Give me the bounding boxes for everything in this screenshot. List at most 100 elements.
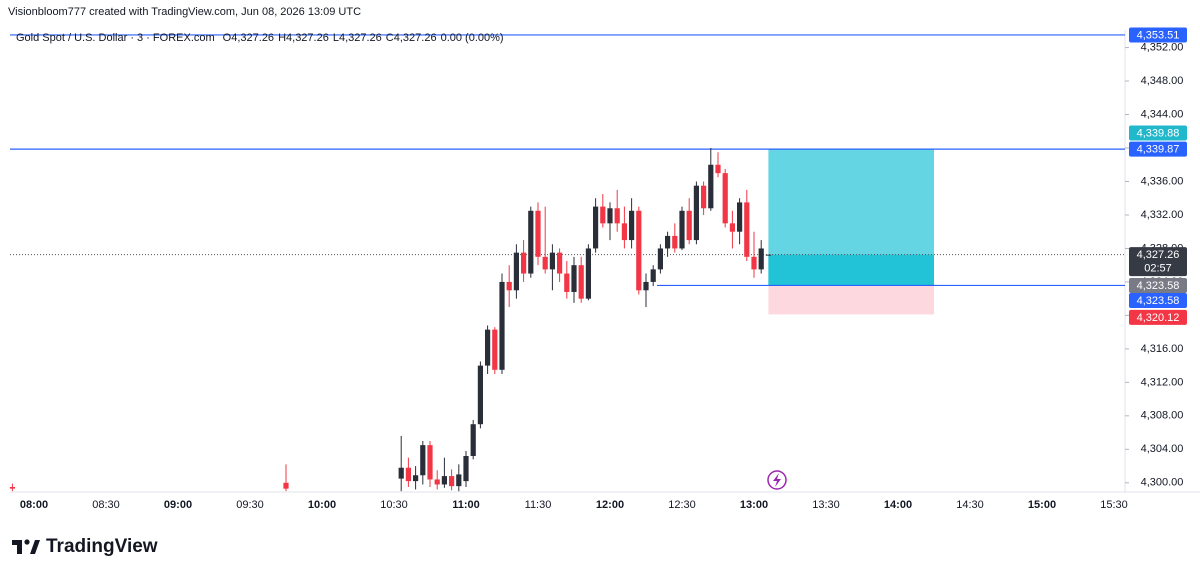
x-tick-label: 15:30 — [1100, 499, 1128, 511]
candle-body — [708, 164, 714, 209]
stop-label-bg — [1129, 309, 1187, 325]
x-tick-label: 09:30 — [236, 499, 264, 511]
logo[interactable]: TradingView — [12, 536, 158, 557]
candle-body — [521, 252, 527, 274]
x-tick-label: 08:00 — [20, 499, 48, 511]
legend-key: O — [222, 32, 232, 44]
candle-body — [434, 479, 440, 485]
candle-body — [463, 456, 469, 482]
candle-body — [621, 223, 627, 241]
candle-body — [643, 281, 649, 291]
candle-body — [765, 254, 771, 256]
x-tick-label: 10:30 — [380, 499, 408, 511]
logo-text[interactable]: TradingView — [46, 536, 158, 557]
candle-body — [715, 164, 721, 174]
candle-body — [485, 329, 491, 366]
y-tick-label: 4,304.00 — [1141, 443, 1184, 455]
legend-value: 4,327.26 — [286, 32, 329, 44]
loss-zone — [768, 285, 934, 315]
legend-value: 4,327.26 — [338, 32, 382, 44]
candle-body — [535, 210, 541, 257]
y-tick-label: 4,300.00 — [1141, 477, 1184, 489]
target-label: 4,339.88 — [1137, 127, 1180, 139]
y-tick-label: 4,336.00 — [1141, 175, 1184, 187]
candle-body — [600, 206, 606, 224]
candle-body — [557, 252, 563, 274]
candle-body — [470, 424, 476, 457]
candle-body — [492, 329, 498, 370]
candle-body — [420, 445, 426, 476]
countdown: 02:57 — [1144, 263, 1172, 275]
candle-body — [672, 235, 678, 249]
candle-body — [701, 185, 707, 209]
candle-body — [636, 210, 642, 291]
event-circle[interactable] — [767, 470, 787, 490]
y-tick-label: 4,332.00 — [1141, 209, 1184, 221]
candle-body — [686, 210, 692, 241]
candle-body — [477, 365, 483, 425]
x-tick-label: 11:30 — [525, 499, 552, 511]
line-label: 4,339.87 — [1137, 144, 1180, 156]
stop-label: 4,320.12 — [1137, 312, 1180, 324]
candle-body — [693, 185, 699, 241]
x-tick-label: 13:00 — [740, 499, 768, 511]
candle-body — [456, 474, 462, 487]
event-icon[interactable] — [767, 470, 787, 490]
candle-body — [751, 256, 757, 270]
candle-body — [571, 265, 577, 292]
logo-mark[interactable] — [30, 540, 40, 554]
candle-body — [405, 467, 411, 482]
event-bolt[interactable] — [773, 473, 781, 487]
line-label-bg — [1129, 27, 1187, 43]
target-label-bg — [1129, 125, 1187, 141]
y-tick-label: 4,316.00 — [1141, 343, 1184, 355]
candle-body — [564, 273, 570, 292]
current-price-label: 4,327.26 — [1137, 249, 1180, 261]
x-tick-label: 14:30 — [956, 499, 984, 511]
x-tick-label: 08:30 — [92, 499, 120, 511]
legend-value: 4,327.26 — [231, 32, 275, 44]
x-tick-label: 13:30 — [812, 499, 840, 511]
legend-value: 0.00 (0.00%) — [440, 32, 504, 44]
candle-body — [9, 486, 15, 489]
candle-body — [506, 281, 512, 291]
legend-key: L — [332, 32, 339, 44]
y-tick-label: 4,344.00 — [1141, 108, 1184, 120]
candle-body — [449, 476, 455, 487]
y-tick-label: 4,348.00 — [1141, 75, 1184, 87]
line-label: 4,323.58 — [1137, 295, 1180, 307]
legend-value: 4,327.26 — [393, 32, 437, 44]
candle-body — [657, 248, 663, 270]
candle-body — [614, 208, 620, 224]
current-price-bg — [1129, 247, 1187, 277]
x-tick-label: 14:00 — [884, 499, 912, 511]
candle-body — [542, 256, 548, 270]
x-tick-label: 12:30 — [668, 499, 696, 511]
open-profit — [768, 254, 934, 286]
logo-mark[interactable] — [12, 540, 22, 554]
time-axis-bg — [0, 493, 1200, 523]
candle-body — [593, 206, 599, 249]
legend-key: H — [278, 32, 287, 44]
x-tick-label: 10:00 — [308, 499, 336, 511]
candle-body — [413, 475, 419, 482]
y-tick-label: 4,308.00 — [1141, 410, 1184, 422]
candle-body — [737, 202, 743, 232]
candle-body — [758, 248, 764, 270]
candle-body — [513, 252, 519, 291]
x-tick-label: 12:00 — [596, 499, 624, 511]
candle-body — [427, 445, 433, 480]
candle-body — [729, 223, 735, 232]
line-label: 4,353.51 — [1137, 29, 1180, 41]
candle-body — [528, 210, 534, 274]
candle-body — [679, 210, 685, 249]
candle-body — [549, 252, 555, 270]
symbol: Gold Spot / U.S. Dollar · 3 · FOREX.com — [16, 32, 215, 44]
y-tick-label: 4,352.00 — [1141, 41, 1184, 53]
logo-dot[interactable] — [24, 539, 30, 545]
entry-label: 4,323.58 — [1137, 280, 1180, 292]
candle-body — [722, 173, 728, 224]
x-tick-label: 09:00 — [164, 499, 192, 511]
